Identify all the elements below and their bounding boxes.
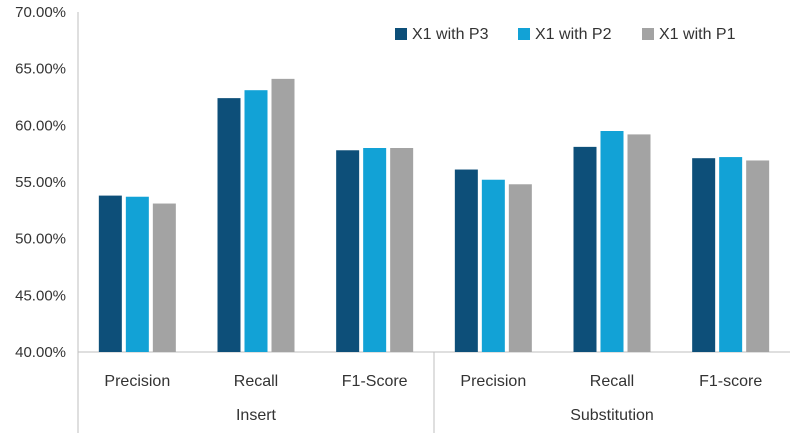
legend-item: X1 with P2 (518, 26, 612, 43)
x-axis-categories: Precision Recall F1-Score Precision Recall F1… (104, 373, 762, 390)
bar (244, 90, 268, 352)
bar (271, 78, 295, 352)
bar (152, 203, 176, 352)
bar (481, 179, 505, 352)
y-tick-label: 55.00% (15, 174, 66, 191)
bar (390, 148, 414, 352)
legend: X1 with P3 X1 with P2 X1 with P1 (395, 26, 736, 43)
bar (627, 134, 651, 352)
bar (573, 146, 597, 352)
y-tick-label: 45.00% (15, 287, 66, 304)
bar (125, 196, 149, 352)
bar (363, 148, 387, 352)
legend-swatch (642, 28, 654, 40)
x-axis-groups: Insert Substitution (77, 352, 654, 433)
bar (746, 160, 770, 352)
legend-label: X1 with P2 (535, 26, 612, 43)
bar (336, 150, 360, 352)
legend-label: X1 with P1 (659, 26, 736, 43)
bar (454, 169, 478, 352)
legend-swatch (518, 28, 530, 40)
bar (600, 131, 624, 352)
bar (719, 157, 743, 352)
y-tick-label: 70.00% (15, 4, 66, 21)
x-category-label: Precision (460, 373, 526, 390)
y-tick-label: 40.00% (15, 344, 66, 361)
legend-item: X1 with P3 (395, 26, 489, 43)
bar (98, 195, 122, 352)
y-tick-label: 50.00% (15, 231, 66, 248)
x-group-label: Substitution (570, 407, 654, 424)
x-category-label: Precision (104, 373, 170, 390)
bar (217, 98, 241, 352)
bars (98, 78, 770, 352)
x-category-label: F1-score (699, 373, 762, 390)
bar (508, 184, 532, 352)
axes (77, 12, 790, 353)
y-tick-label: 65.00% (15, 61, 66, 78)
x-category-label: Recall (234, 373, 278, 390)
bar (692, 158, 716, 352)
x-group-label: Insert (236, 407, 277, 424)
legend-label: X1 with P3 (412, 26, 489, 43)
x-category-label: Recall (590, 373, 634, 390)
y-tick-label: 60.00% (15, 117, 66, 134)
y-axis-ticks: 40.00% 45.00% 50.00% 55.00% 60.00% 65.00% 70.0… (15, 4, 66, 361)
legend-swatch (395, 28, 407, 40)
x-category-label: F1-Score (342, 373, 408, 390)
legend-item: X1 with P1 (642, 26, 736, 43)
